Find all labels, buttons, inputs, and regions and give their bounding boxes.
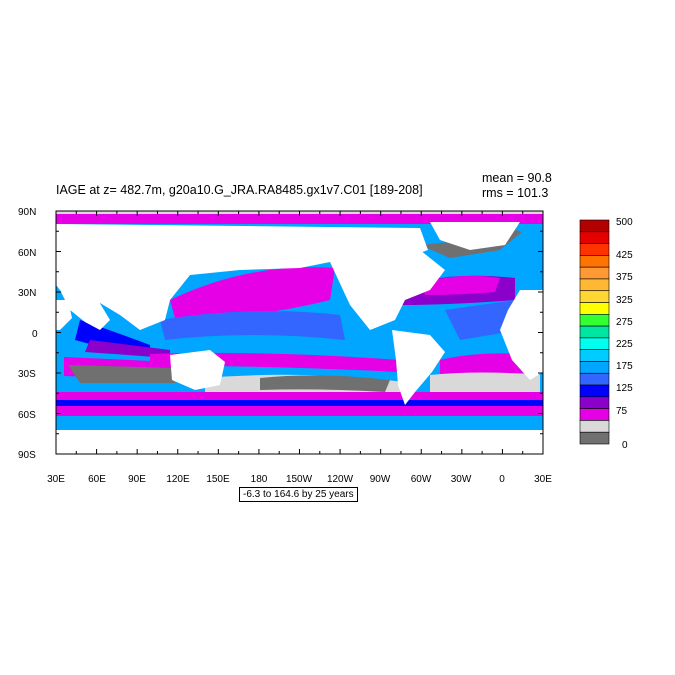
colorbar-swatch <box>579 337 610 350</box>
colorbar-swatch <box>579 372 610 386</box>
colorbar-swatch <box>579 290 610 303</box>
lat-label: 60S <box>18 410 36 421</box>
lon-label: 60E <box>88 474 106 485</box>
lat-label: 30S <box>18 369 36 380</box>
colorbar-swatch <box>579 384 610 398</box>
axis-ticks <box>55 210 544 455</box>
lon-label: 0 <box>499 474 505 485</box>
lon-label: 150E <box>206 474 230 485</box>
colorbar-swatch <box>579 243 610 256</box>
colorbar-label: 275 <box>616 317 633 328</box>
lat-label: 30N <box>18 288 36 299</box>
rms-value: rms = 101.3 <box>482 186 549 200</box>
colorbar-swatch <box>579 361 610 374</box>
colorbar <box>579 219 610 445</box>
colorbar-swatch <box>579 278 610 292</box>
lon-label: 180 <box>251 474 268 485</box>
lon-label: 150W <box>286 474 313 485</box>
lon-label: 30W <box>451 474 472 485</box>
colorbar-swatch <box>579 349 610 362</box>
colorbar-swatch <box>579 219 610 233</box>
land-masses <box>56 222 543 454</box>
latitude-labels: 90N 60N 30N 0 30S 60S 90S <box>18 207 38 461</box>
colorbar-label: 0 <box>622 440 628 451</box>
lat-label: 90N <box>18 207 36 218</box>
lat-label: 90S <box>18 450 36 461</box>
colorbar-swatch <box>579 420 610 433</box>
colorbar-swatch <box>579 325 610 339</box>
lat-label: 60N <box>18 248 36 259</box>
lon-label: 90W <box>370 474 391 485</box>
colorbar-swatch <box>579 396 610 409</box>
colorbar-swatch <box>579 266 610 280</box>
lon-label: 90E <box>128 474 146 485</box>
lon-label: 30E <box>47 474 65 485</box>
colorbar-label: 75 <box>616 406 628 417</box>
lon-label: 120E <box>166 474 190 485</box>
colorbar-label: 225 <box>616 339 633 350</box>
colorbar-swatch <box>579 314 610 327</box>
colorbar-swatch <box>579 302 610 315</box>
colorbar-label: 500 <box>616 217 633 228</box>
colorbar-swatch <box>579 231 610 244</box>
colorbar-swatch <box>579 255 610 268</box>
lat-label: 0 <box>32 329 38 340</box>
lon-label: 120W <box>327 474 354 485</box>
colorbar-label: 425 <box>616 250 633 261</box>
colorbar-labels: 500 425 375 325 275 225 175 125 75 0 <box>616 217 633 451</box>
longitude-labels: 30E 60E 90E 120E 150E 180 150W 120W 90W … <box>47 474 552 485</box>
colorbar-label: 175 <box>616 361 633 372</box>
colorbar-label: 125 <box>616 383 633 394</box>
colorbar-swatch <box>579 431 610 445</box>
lon-label: 30E <box>534 474 552 485</box>
lon-label: 60W <box>411 474 432 485</box>
plot-title: IAGE at z= 482.7m, g20a10.G_JRA.RA8485.g… <box>56 183 423 197</box>
colorbar-label: 325 <box>616 295 633 306</box>
contour-range-label: -6.3 to 164.6 by 25 years <box>239 487 358 502</box>
colorbar-label: 375 <box>616 272 633 283</box>
mean-value: mean = 90.8 <box>482 171 552 185</box>
colorbar-swatch <box>579 408 610 421</box>
